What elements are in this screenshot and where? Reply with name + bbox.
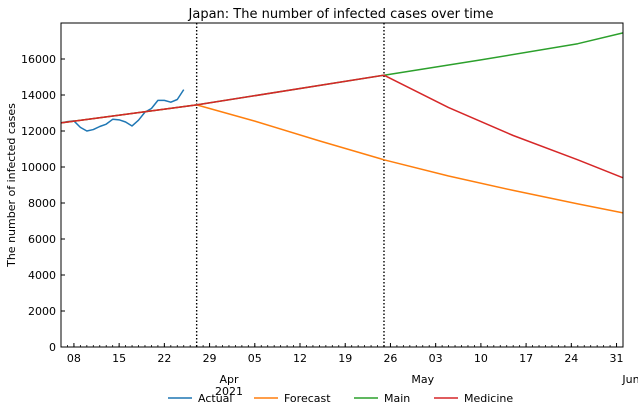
legend-label-medicine: Medicine — [464, 392, 513, 405]
y-tick-label: 2000 — [28, 305, 56, 318]
legend-label-actual: Actual — [198, 392, 232, 405]
y-tick-label: 14000 — [21, 89, 56, 102]
y-tick-label: 0 — [49, 341, 56, 354]
y-tick-label: 6000 — [28, 233, 56, 246]
x-tick-label: 17 — [519, 352, 533, 365]
legend-label-main: Main — [384, 392, 410, 405]
legend: Actual Forecast Main Medicine — [168, 392, 513, 405]
plot-frame — [60, 22, 624, 348]
x-tick-label: 15 — [112, 352, 126, 365]
x-tick-label: 26 — [383, 352, 397, 365]
x-tick-label: 05 — [248, 352, 262, 365]
y-tick-label: 4000 — [28, 269, 56, 282]
y-axis-label: The number of infected cases — [5, 103, 18, 268]
legend-label-forecast: Forecast — [284, 392, 331, 405]
x-tick-label: 22 — [157, 352, 171, 365]
x-tick-label: 10 — [474, 352, 488, 365]
y-tick-label: 12000 — [21, 125, 56, 138]
x-tick-label: 31 — [610, 352, 624, 365]
series-line-actual — [60, 89, 185, 132]
x-tick-label: 12 — [293, 352, 307, 365]
series-line-medicine — [60, 74, 624, 179]
x-tick-label: 29 — [203, 352, 217, 365]
chart-title: Japan: The number of infected cases over… — [188, 7, 494, 22]
y-tick-label: 10000 — [21, 161, 56, 174]
x-month-label: Jun — [621, 373, 638, 386]
x-tick-label: 08 — [67, 352, 81, 365]
y-tick-label: 16000 — [21, 53, 56, 66]
series-line-forecast — [60, 104, 624, 214]
series-line-main — [60, 32, 624, 124]
y-tick-label: 8000 — [28, 197, 56, 210]
plot-area: 0 2000 4000 6000 8000 10000 12000 14000 16000 08 1… — [21, 22, 638, 398]
x-tick-label: 24 — [564, 352, 578, 365]
x-month-label: 2021 — [215, 385, 243, 398]
x-month-label: Apr — [219, 373, 239, 386]
x-tick-label: 03 — [429, 352, 443, 365]
x-tick-label: 19 — [338, 352, 352, 365]
x-month-label: May — [411, 373, 434, 386]
